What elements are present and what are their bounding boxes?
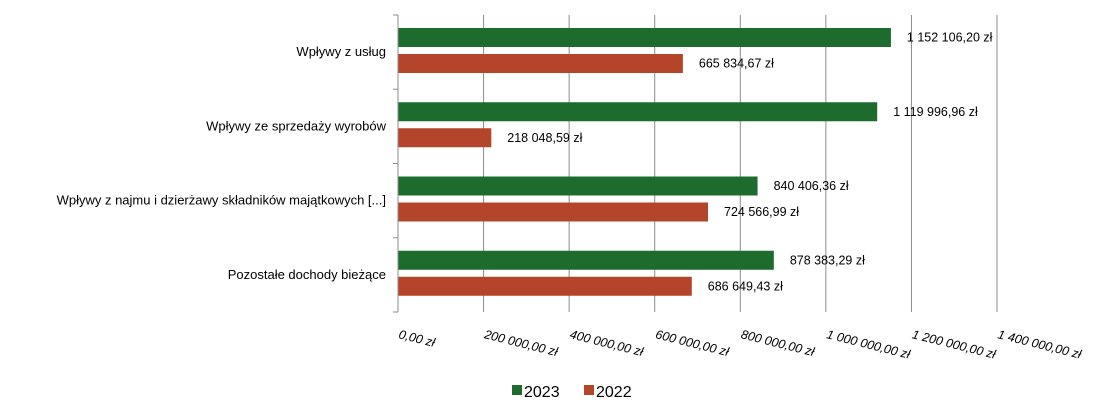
bar-2023 <box>398 250 774 270</box>
x-tick-label: 0,00 zł <box>397 327 437 350</box>
y-axis <box>393 14 399 313</box>
value-labels: 1 152 106,20 zł 1 119 996,96 zł 840 406,36… <box>507 31 992 294</box>
data-label: 1 152 106,20 zł <box>907 31 993 45</box>
bar-2023 <box>398 102 878 122</box>
bar-2022 <box>398 54 683 73</box>
x-tick-label: 800 000,00 zł <box>740 327 817 359</box>
legend-swatch-2022 <box>584 385 594 395</box>
x-tick-label: 200 000,00 zł <box>482 327 560 359</box>
category-label: Wpływy ze sprzedaży wyrobów <box>206 118 386 133</box>
x-tick-label: 1 400 000,00 zł <box>996 327 1084 362</box>
x-tick-label: 1 000 000,00 zł <box>825 327 913 362</box>
bars <box>398 28 891 296</box>
data-label: 686 649,43 zł <box>708 279 783 293</box>
bar-2022 <box>398 276 692 296</box>
bar-2022 <box>398 202 709 222</box>
bar-2023 <box>398 176 758 196</box>
data-label: 665 834,67 zł <box>699 57 774 71</box>
category-label: Wpływy z najmu i dzierżawy składników ma… <box>57 193 386 208</box>
data-label: 840 406,36 zł <box>774 179 849 193</box>
data-label: 218 048,59 zł <box>507 131 582 145</box>
legend-label-2023: 2023 <box>524 384 560 401</box>
category-label: Pozostałe dochody bieżące <box>228 267 386 282</box>
category-label: Wpływy z usług <box>296 44 386 59</box>
legend-swatch-2023 <box>512 385 522 395</box>
data-label: 1 119 996,96 zł <box>893 105 978 119</box>
x-tick-label: 400 000,00 zł <box>568 327 645 359</box>
legend: 2023 2022 <box>512 384 632 401</box>
bar-2022 <box>398 128 492 148</box>
bar-2023 <box>398 28 891 47</box>
x-tick-label: 1 200 000,00 zł <box>911 327 999 362</box>
x-tick-labels: 0,00 zł 200 000,00 zł 400 000,00 zł 600 000… <box>397 327 1084 362</box>
legend-label-2022: 2022 <box>596 384 632 401</box>
category-labels: Wpływy z usług Wpływy ze sprzedaży wyrobó… <box>57 44 387 282</box>
x-tick-label: 600 000,00 zł <box>654 327 731 359</box>
data-label: 878 383,29 zł <box>790 253 865 267</box>
data-label: 724 566,99 zł <box>724 205 799 219</box>
